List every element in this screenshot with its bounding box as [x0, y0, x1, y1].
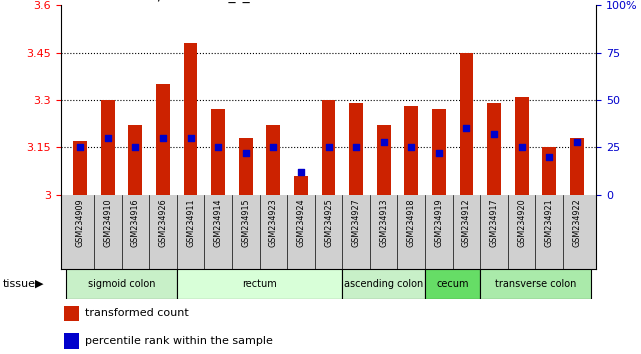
Bar — [67, 269, 177, 299]
Bar — [349, 103, 363, 195]
Point — [185, 135, 196, 141]
Point — [296, 169, 306, 175]
Text: rectum: rectum — [242, 279, 277, 289]
Text: GSM234923: GSM234923 — [269, 199, 278, 247]
Text: GSM234917: GSM234917 — [490, 199, 499, 247]
Text: GSM234915: GSM234915 — [241, 199, 250, 247]
Point — [379, 139, 389, 144]
Bar — [239, 138, 253, 195]
Text: GSM234919: GSM234919 — [435, 199, 444, 247]
Bar — [73, 141, 87, 195]
Bar — [64, 306, 79, 321]
Bar — [212, 109, 225, 195]
Text: GSM234909: GSM234909 — [76, 199, 85, 247]
Bar — [460, 53, 473, 195]
Text: ascending colon: ascending colon — [344, 279, 423, 289]
Bar — [184, 43, 197, 195]
Bar — [101, 100, 115, 195]
Bar — [156, 84, 170, 195]
Bar — [432, 109, 445, 195]
Point — [240, 150, 251, 156]
Point — [103, 135, 113, 141]
Point — [324, 144, 334, 150]
Bar — [294, 176, 308, 195]
Point — [213, 144, 223, 150]
Point — [489, 131, 499, 137]
Text: GSM234926: GSM234926 — [158, 199, 167, 247]
Point — [351, 144, 362, 150]
Point — [434, 150, 444, 156]
Bar — [377, 125, 390, 195]
Text: GSM234925: GSM234925 — [324, 199, 333, 247]
Text: GSM234913: GSM234913 — [379, 199, 388, 247]
Point — [544, 154, 554, 160]
Text: GSM234918: GSM234918 — [407, 199, 416, 247]
Bar — [515, 97, 529, 195]
Text: GSM234920: GSM234920 — [517, 199, 526, 247]
Bar — [342, 269, 425, 299]
Point — [130, 144, 140, 150]
Text: GSM234914: GSM234914 — [213, 199, 222, 247]
Text: GSM234924: GSM234924 — [296, 199, 305, 247]
Text: ▶: ▶ — [35, 279, 44, 289]
Text: tissue: tissue — [3, 279, 36, 289]
Point — [268, 144, 278, 150]
Text: GSM234922: GSM234922 — [572, 199, 581, 247]
Text: cecum: cecum — [437, 279, 469, 289]
Bar — [480, 269, 590, 299]
Text: sigmoid colon: sigmoid colon — [88, 279, 155, 289]
Bar — [128, 125, 142, 195]
Point — [462, 126, 472, 131]
Bar — [542, 147, 556, 195]
Point — [406, 144, 417, 150]
Bar — [177, 269, 342, 299]
Text: GSM234927: GSM234927 — [352, 199, 361, 247]
Text: transverse colon: transverse colon — [495, 279, 576, 289]
Point — [158, 135, 168, 141]
Point — [75, 144, 85, 150]
Text: GSM234910: GSM234910 — [103, 199, 112, 247]
Text: GSM234911: GSM234911 — [186, 199, 195, 247]
Text: GSM234912: GSM234912 — [462, 199, 471, 247]
Point — [572, 139, 582, 144]
Bar — [570, 138, 584, 195]
Bar — [64, 333, 79, 348]
Bar — [322, 100, 335, 195]
Text: transformed count: transformed count — [85, 308, 188, 318]
Text: GSM234921: GSM234921 — [545, 199, 554, 247]
Bar — [404, 106, 418, 195]
Bar — [267, 125, 280, 195]
Text: GSM234916: GSM234916 — [131, 199, 140, 247]
Text: GDS3141 / 1558010_s_at: GDS3141 / 1558010_s_at — [88, 0, 263, 3]
Bar — [425, 269, 480, 299]
Text: percentile rank within the sample: percentile rank within the sample — [85, 336, 273, 346]
Point — [517, 144, 527, 150]
Bar — [487, 103, 501, 195]
